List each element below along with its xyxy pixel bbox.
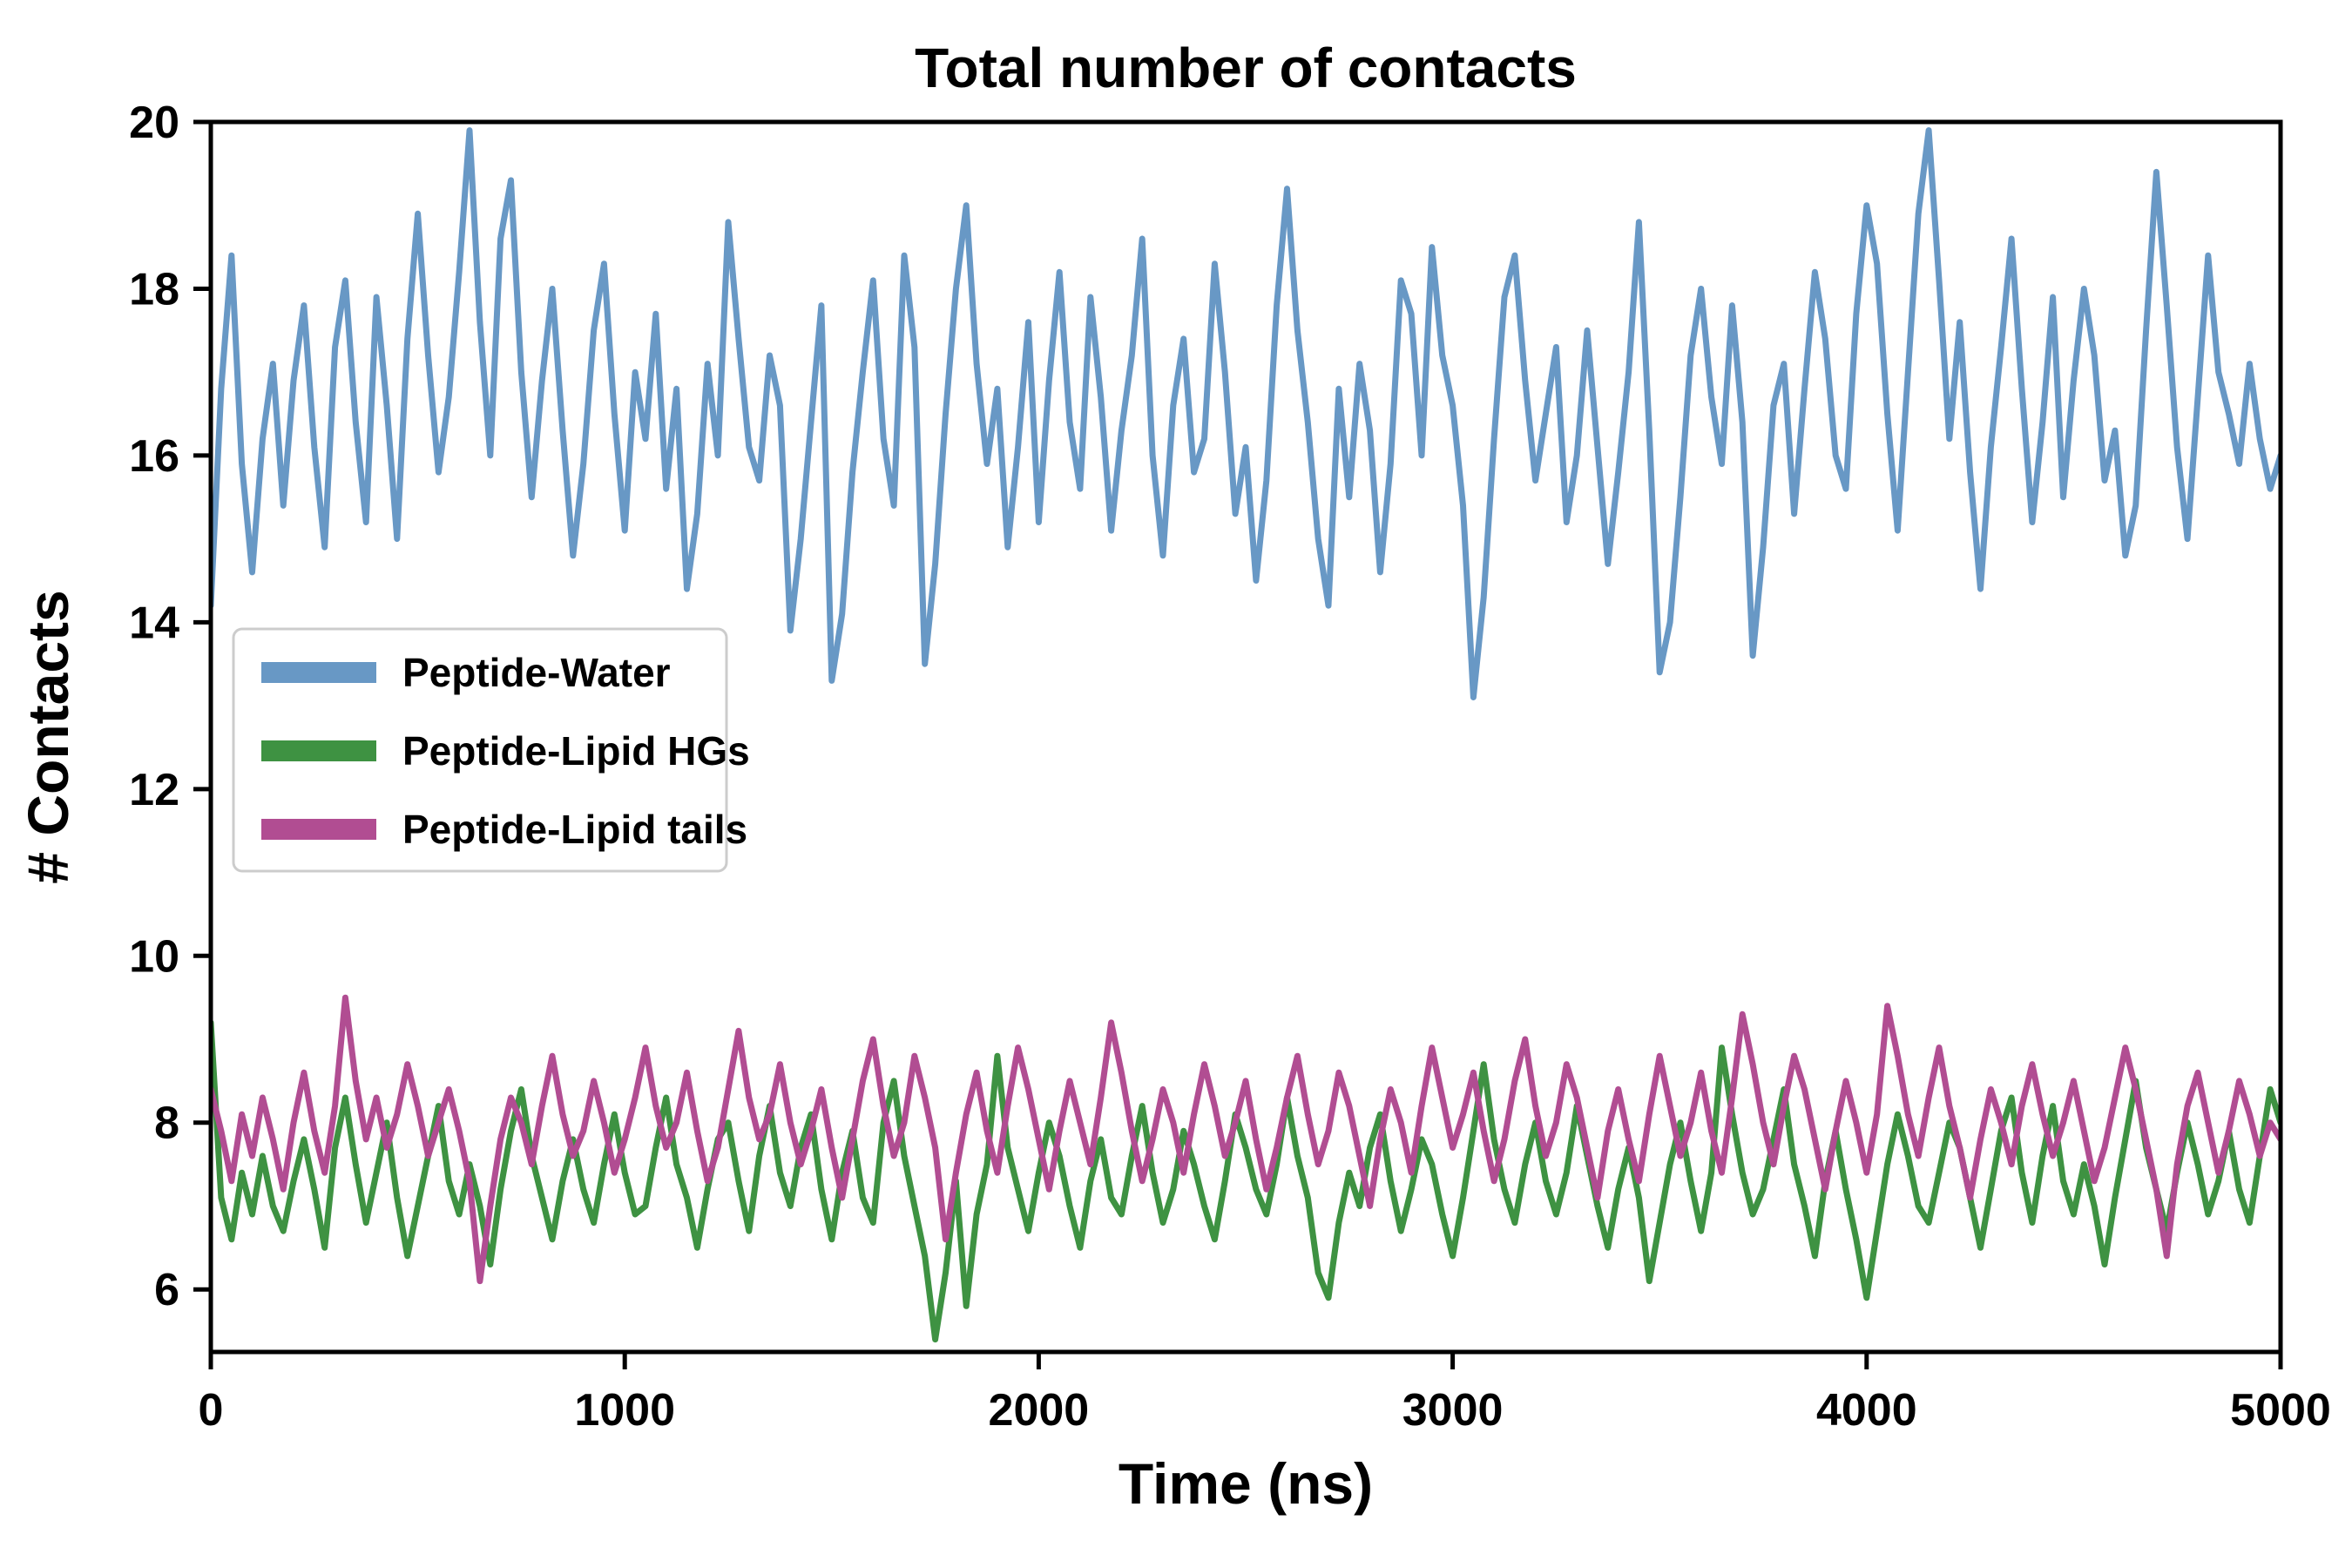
y-tick-label: 12	[129, 765, 179, 815]
y-tick-label: 18	[129, 264, 179, 314]
y-tick-label: 16	[129, 431, 179, 482]
legend-label-peptide-lipid-tails: Peptide-Lipid tails	[402, 807, 747, 852]
x-tick-label: 5000	[2230, 1385, 2331, 1436]
x-axis-label: Time (ns)	[1119, 1451, 1373, 1516]
series-line-2	[211, 994, 2281, 1285]
legend-box	[232, 627, 728, 873]
y-axis-ticks: 6 8 10 12 14 16 18 20	[129, 98, 211, 1315]
x-tick-label: 2000	[989, 1385, 1090, 1436]
x-tick-label: 3000	[1402, 1385, 1504, 1436]
legend: Peptide-Water Peptide-Lipid HGs Peptide-…	[232, 627, 750, 873]
x-axis-ticks: 0 1000 2000 3000 4000 5000	[199, 1352, 2331, 1436]
y-tick-label: 20	[129, 98, 179, 148]
chart-title: Total number of contacts	[915, 37, 1577, 99]
y-tick-label: 6	[154, 1265, 179, 1315]
y-tick-label: 8	[154, 1098, 179, 1149]
legend-label-peptide-water: Peptide-Water	[402, 650, 671, 695]
legend-label-peptide-lipid-hgs: Peptide-Lipid HGs	[402, 728, 750, 774]
y-tick-label: 10	[129, 931, 179, 982]
series-lines	[211, 127, 2281, 1343]
y-tick-label: 14	[129, 598, 179, 648]
series-line-1	[211, 1019, 2281, 1343]
y-axis-label: # Contacts	[16, 590, 80, 883]
plot-border	[208, 119, 2283, 1355]
x-tick-label: 4000	[1816, 1385, 1917, 1436]
x-tick-label: 0	[199, 1385, 224, 1436]
series-line-0	[211, 127, 2281, 700]
x-tick-label: 1000	[574, 1385, 675, 1436]
